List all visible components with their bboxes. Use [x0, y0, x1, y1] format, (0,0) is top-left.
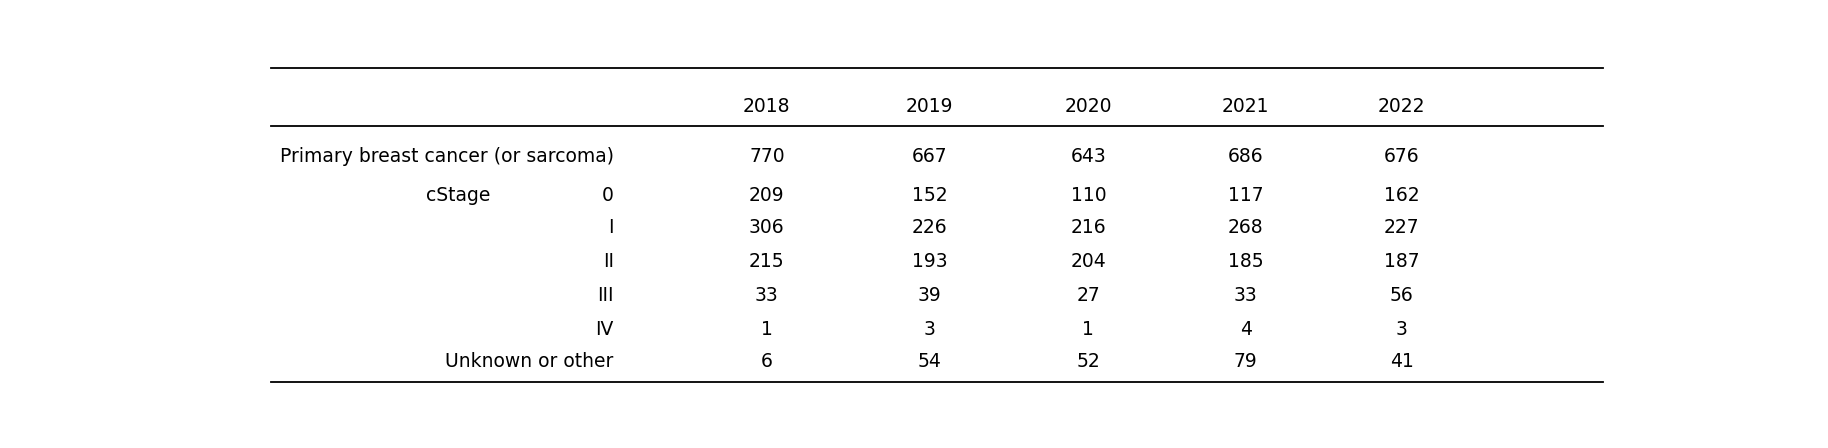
- Text: 110: 110: [1071, 186, 1106, 205]
- Text: 1: 1: [760, 320, 773, 339]
- Text: I: I: [609, 218, 614, 237]
- Text: III: III: [598, 286, 614, 305]
- Text: 686: 686: [1228, 147, 1263, 167]
- Text: 33: 33: [755, 286, 779, 305]
- Text: 667: 667: [912, 147, 947, 167]
- Text: 216: 216: [1071, 218, 1106, 237]
- Text: 2020: 2020: [1064, 97, 1111, 116]
- Text: 2022: 2022: [1378, 97, 1426, 116]
- Text: cStage: cStage: [426, 186, 490, 205]
- Text: 33: 33: [1234, 286, 1258, 305]
- Text: 6: 6: [760, 352, 773, 371]
- Text: IV: IV: [596, 320, 614, 339]
- Text: 204: 204: [1071, 252, 1106, 271]
- Text: 2021: 2021: [1221, 97, 1269, 116]
- Text: 1: 1: [1082, 320, 1095, 339]
- Text: 215: 215: [749, 252, 784, 271]
- Text: 0: 0: [601, 186, 614, 205]
- Text: 54: 54: [918, 352, 941, 371]
- Text: 227: 227: [1384, 218, 1419, 237]
- Text: 2018: 2018: [744, 97, 790, 116]
- Text: 643: 643: [1071, 147, 1106, 167]
- Text: 39: 39: [918, 286, 941, 305]
- Text: 187: 187: [1384, 252, 1419, 271]
- Text: 56: 56: [1389, 286, 1413, 305]
- Text: 209: 209: [749, 186, 784, 205]
- Text: 770: 770: [749, 147, 784, 167]
- Text: 3: 3: [1395, 320, 1408, 339]
- Text: 193: 193: [912, 252, 947, 271]
- Text: 152: 152: [912, 186, 947, 205]
- Text: 79: 79: [1234, 352, 1258, 371]
- Text: 676: 676: [1384, 147, 1419, 167]
- Text: 117: 117: [1228, 186, 1263, 205]
- Text: 268: 268: [1228, 218, 1263, 237]
- Text: Primary breast cancer (or sarcoma): Primary breast cancer (or sarcoma): [280, 147, 614, 167]
- Text: 2019: 2019: [907, 97, 954, 116]
- Text: 27: 27: [1077, 286, 1100, 305]
- Text: Unknown or other: Unknown or other: [446, 352, 614, 371]
- Text: 4: 4: [1239, 320, 1252, 339]
- Text: II: II: [603, 252, 614, 271]
- Text: 41: 41: [1389, 352, 1413, 371]
- Text: 3: 3: [923, 320, 936, 339]
- Text: 185: 185: [1228, 252, 1263, 271]
- Text: 306: 306: [749, 218, 784, 237]
- Text: 162: 162: [1384, 186, 1419, 205]
- Text: 52: 52: [1077, 352, 1100, 371]
- Text: 226: 226: [912, 218, 947, 237]
